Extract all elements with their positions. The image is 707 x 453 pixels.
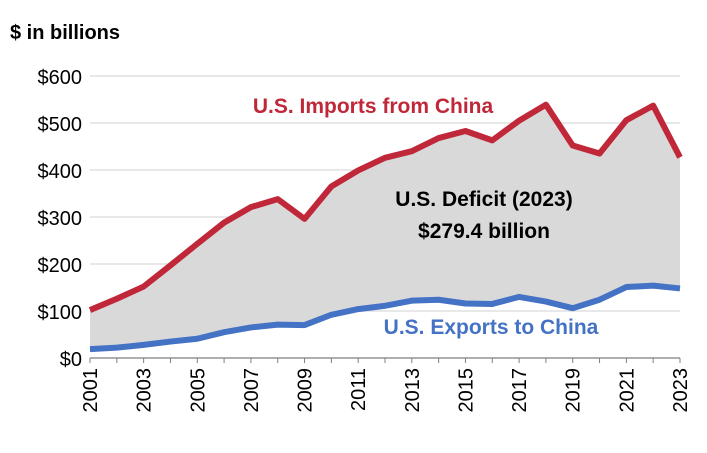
deficit-annotation-title: U.S. Deficit (2023) xyxy=(395,188,572,211)
x-tick-label: 2023 xyxy=(670,368,692,413)
unit-label: $ in billions xyxy=(10,22,120,44)
x-tick-label: 2005 xyxy=(187,368,209,413)
x-tick-label: 2003 xyxy=(134,368,156,413)
deficit-annotation-value: $279.4 billion xyxy=(418,220,550,243)
x-tick-label: 2009 xyxy=(295,368,317,413)
x-tick-label: 2017 xyxy=(509,368,531,413)
series-label-exports: U.S. Exports to China xyxy=(384,316,599,339)
series-lines xyxy=(88,101,683,353)
y-tick-label: $300 xyxy=(38,208,83,230)
x-tick-label: 2013 xyxy=(402,368,424,413)
y-tick-label: $0 xyxy=(60,349,82,371)
x-tick-label: 2011 xyxy=(348,368,370,411)
y-tick-label: $500 xyxy=(38,114,83,136)
x-tick-label: 2015 xyxy=(455,368,477,413)
x-tick-label: 2001 xyxy=(80,368,102,413)
exports-line xyxy=(89,282,681,353)
series-label-imports: U.S. Imports from China xyxy=(253,95,494,118)
x-tick-label: 2019 xyxy=(563,368,585,413)
y-tick-label: $100 xyxy=(38,302,83,324)
x-tick-label: 2021 xyxy=(616,368,638,413)
deficit-area-fill xyxy=(90,104,680,350)
y-tick-label: $200 xyxy=(38,255,83,277)
imports-line xyxy=(88,101,683,313)
annotations: U.S. Imports from China U.S. Exports to … xyxy=(253,95,599,339)
y-tick-label: $400 xyxy=(38,161,83,183)
y-tick-label: $600 xyxy=(38,67,83,89)
x-tick-label: 2007 xyxy=(241,368,263,413)
axes: $0 $100 $200 $300 $400 $500 $600 2001 2003 2005 20… xyxy=(38,67,693,413)
deficit-area xyxy=(90,104,680,350)
